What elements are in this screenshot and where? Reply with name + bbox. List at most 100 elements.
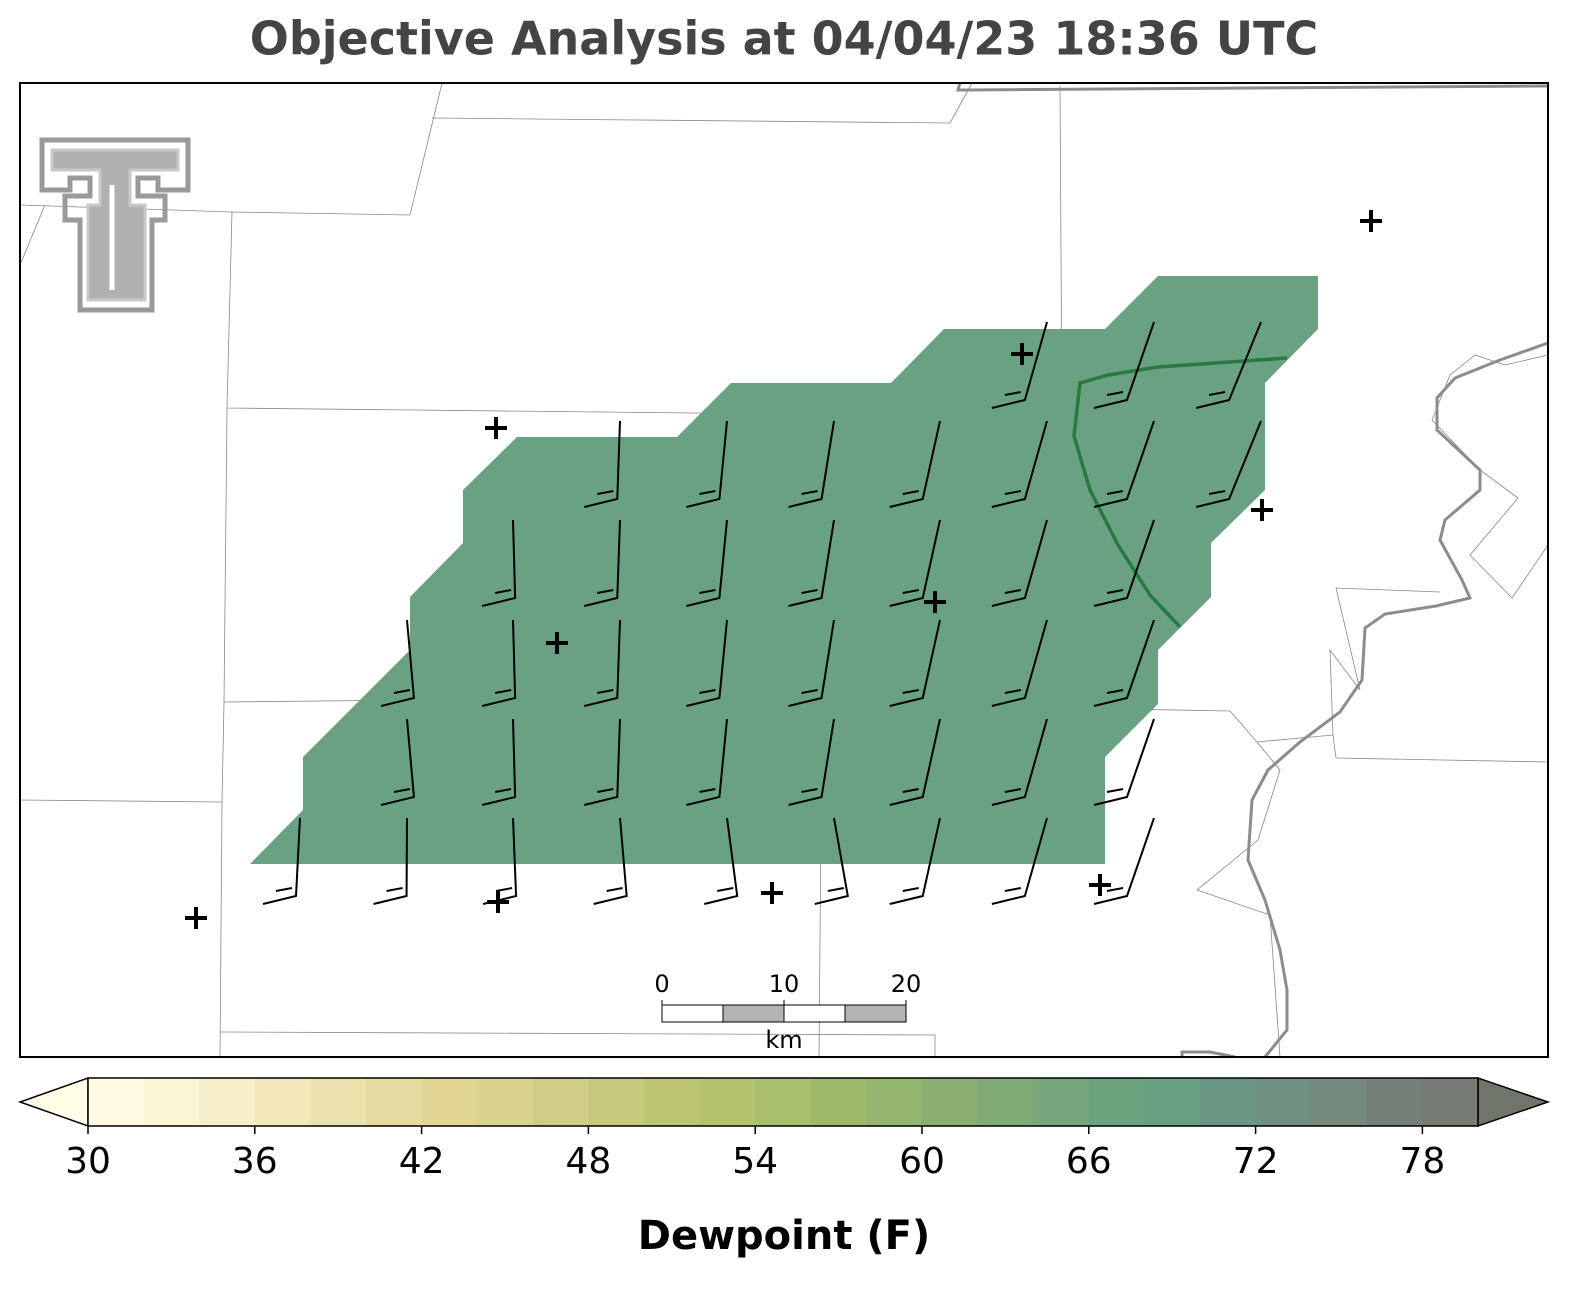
map-frame	[19, 82, 1549, 1058]
colorbar-label: Dewpoint (F)	[638, 1213, 931, 1259]
wind-barb	[788, 519, 835, 607]
station	[546, 632, 568, 654]
wind-barb	[593, 817, 628, 905]
colorbar-bin	[977, 1078, 1034, 1126]
wind-barb	[788, 619, 835, 707]
colorbar-bin	[1366, 1078, 1423, 1126]
colorbar-bin	[1422, 1078, 1479, 1126]
scale-tick-label: 20	[891, 970, 922, 998]
colorbar-over	[1477, 1076, 1551, 1128]
wind-barb	[889, 519, 941, 607]
colorbar: 30 36 42 48 54 60 66 72 78	[17, 1076, 1551, 1182]
station	[761, 882, 783, 904]
colorbar-bin	[310, 1078, 367, 1126]
colorbar-tick-label: 60	[899, 1141, 945, 1182]
colorbar-bin	[699, 1078, 756, 1126]
station	[487, 891, 509, 913]
colorbar-tick-label: 30	[65, 1141, 111, 1182]
wind-barb	[686, 619, 728, 707]
map: 0 10 20 km	[19, 82, 1549, 1059]
wind-barb	[686, 718, 728, 806]
colorbar-under	[17, 1076, 89, 1128]
wind-barb	[991, 817, 1048, 905]
colorbar-bin	[254, 1078, 311, 1126]
wind-barb	[991, 321, 1048, 409]
station	[1011, 343, 1033, 365]
wind-barb	[584, 519, 621, 607]
colorbar-tick-label: 72	[1233, 1141, 1279, 1182]
wind-barb	[1093, 817, 1155, 905]
colorbar-bin	[1033, 1078, 1090, 1126]
stations	[185, 210, 1382, 929]
wind-barb	[814, 817, 849, 905]
scale-segment	[783, 1004, 846, 1023]
colorbar-tick-label: 42	[399, 1141, 445, 1182]
scale-unit: km	[765, 1026, 802, 1054]
wind-barb	[481, 718, 517, 806]
wind-barb	[584, 619, 621, 707]
wind-barb	[686, 519, 728, 607]
dewpoint-fill	[250, 276, 1318, 864]
scale-bar: 0 10 20 km	[654, 970, 921, 1054]
station	[924, 591, 946, 613]
dryline	[1072, 356, 1288, 629]
station	[485, 417, 507, 439]
wind-barb	[686, 420, 728, 508]
wind-barb	[991, 619, 1048, 707]
colorbar-bin	[366, 1078, 423, 1126]
colorbar-bin	[88, 1078, 145, 1126]
colorbar-tick-label: 48	[565, 1141, 611, 1182]
colorbar-bin	[199, 1078, 256, 1126]
colorbar-bin	[421, 1078, 478, 1126]
wind-barb	[889, 817, 941, 905]
wind-barb	[1093, 420, 1155, 508]
wind-barb	[481, 619, 517, 707]
wind-barbs	[262, 321, 1262, 905]
station	[1089, 874, 1111, 896]
scale-segment	[661, 1004, 724, 1023]
wind-barb	[1093, 321, 1155, 409]
colorbar-bin	[1144, 1078, 1201, 1126]
station	[185, 907, 207, 929]
wind-barb	[889, 619, 941, 707]
wind-barb	[889, 718, 941, 806]
colorbar-bin	[1200, 1078, 1257, 1126]
wind-barb	[991, 519, 1048, 607]
wind-barb	[1195, 321, 1262, 409]
colorbar-tick-label: 54	[732, 1141, 778, 1182]
station	[1251, 499, 1273, 521]
colorbar-bin	[588, 1078, 645, 1126]
colorbar-bin	[143, 1078, 200, 1126]
colorbar-bin	[922, 1078, 979, 1126]
wind-barb	[481, 519, 517, 607]
colorbar-tick-label: 78	[1399, 1141, 1445, 1182]
scale-segment	[844, 1004, 907, 1023]
scale-tick-label: 10	[769, 970, 800, 998]
station	[1360, 210, 1382, 232]
wind-barb	[1093, 619, 1155, 707]
state-border	[956, 82, 1549, 1059]
colorbar-bin	[477, 1078, 534, 1126]
wind-barb	[1093, 718, 1155, 806]
colorbar-tick-label: 36	[232, 1141, 278, 1182]
colorbar-bin	[1311, 1078, 1368, 1126]
wind-barb	[584, 718, 621, 806]
wind-barb	[380, 718, 416, 806]
title: Objective Analysis at 04/04/23 18:36 UTC	[250, 12, 1319, 66]
colorbar-tick-label: 66	[1066, 1141, 1112, 1182]
colorbar-bin	[644, 1078, 701, 1126]
colorbar-bin	[755, 1078, 812, 1126]
wind-barb	[1195, 420, 1262, 508]
wind-barb	[703, 817, 739, 905]
wind-barb	[373, 817, 408, 905]
colorbar-bin	[810, 1078, 867, 1126]
wind-barb	[584, 420, 621, 508]
wind-barb	[380, 619, 416, 707]
colorbar-bin	[532, 1078, 589, 1126]
scale-segment	[722, 1004, 785, 1023]
colorbar-bin	[866, 1078, 923, 1126]
wind-barb	[991, 420, 1048, 508]
wind-barb	[262, 817, 301, 905]
wind-barb	[889, 420, 941, 508]
wind-barb	[788, 420, 835, 508]
